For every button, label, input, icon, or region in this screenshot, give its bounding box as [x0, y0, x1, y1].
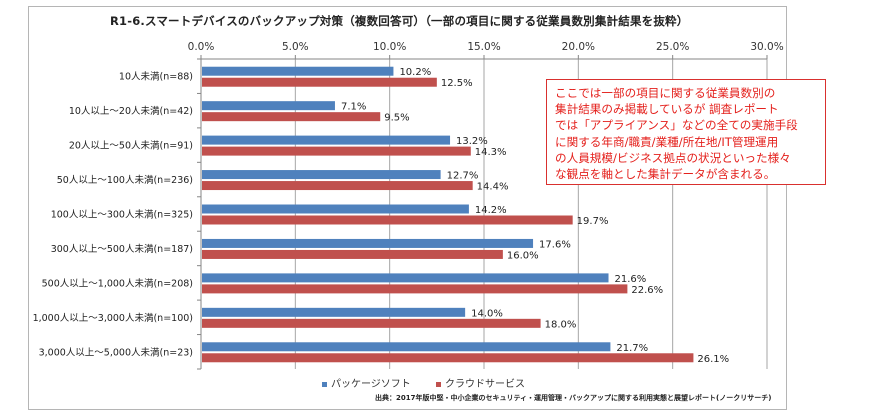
category-label: 100人以上～300人未満(n=325) [51, 209, 193, 221]
bar-package-soft [202, 66, 394, 76]
data-label: 14.2% [475, 205, 507, 216]
data-label: 17.6% [539, 239, 571, 250]
x-tick-label: 10.0% [373, 41, 406, 53]
data-label: 7.1% [341, 102, 366, 113]
data-label: 14.0% [471, 308, 503, 319]
data-label: 9.5% [384, 113, 409, 124]
x-tick-label: 25.0% [656, 41, 689, 53]
x-tick-label: 30.0% [750, 41, 783, 53]
bar-package-soft [202, 307, 466, 317]
category-label: 1,000人以上～3,000人未満(n=100) [33, 312, 193, 324]
annotation-line: に関する年商/職責/業種/所在地/IT管理運用 [555, 134, 779, 149]
bar-cloud-service [202, 215, 573, 225]
x-tick-label: 20.0% [562, 41, 595, 53]
data-label: 22.6% [631, 285, 663, 296]
bar-package-soft [202, 135, 451, 145]
bar-cloud-service [202, 249, 503, 259]
annotation-line: な観点を軸とした集計データが含まれる。 [555, 167, 776, 182]
chart-title: R1-6.スマートデバイスのバックアップ対策（複数回答可）（一部の項目に関する従… [110, 14, 689, 28]
data-label: 10.2% [399, 67, 431, 78]
bar-cloud-service [202, 146, 471, 156]
legend-item-package: パッケージソフト [322, 379, 411, 390]
source-credit: 出典：2017年版中堅・中小企業のセキュリティ・運用管理・バックアップに関する利… [375, 394, 772, 402]
annotation-line: では「アプライアンス」などの全ての実施手段 [555, 118, 798, 133]
legend-item-cloud: クラウドサービス [436, 379, 525, 390]
bar-cloud-service [202, 318, 541, 328]
legend-label: クラウドサービス [445, 379, 525, 390]
data-label: 21.6% [615, 274, 647, 285]
bar-package-soft [202, 204, 469, 214]
category-label: 50人以上～100人未満(n=236) [57, 174, 193, 186]
x-tick-label: 15.0% [467, 41, 500, 53]
data-label: 12.7% [447, 171, 479, 182]
data-label: 19.7% [577, 216, 609, 227]
category-label: 10人以上～20人未満(n=42) [69, 105, 193, 117]
annotation-line: ここでは一部の項目に関する従業員数別の [555, 86, 776, 100]
category-label: 20人以上～50人未満(n=91) [69, 140, 193, 152]
data-label: 14.4% [477, 182, 509, 193]
annotation-box: ここでは一部の項目に関する従業員数別の 集計結果のみ掲載しているが 調査レポート… [546, 79, 826, 185]
bar-package-soft [202, 273, 609, 283]
bar-cloud-service [202, 353, 694, 363]
x-tick-label: 0.0% [188, 41, 215, 53]
bar-package-soft [202, 170, 441, 180]
category-label: 500人以上～1,000人未満(n=208) [42, 277, 193, 289]
legend-label: パッケージソフト [331, 379, 411, 390]
bar-package-soft [202, 101, 335, 111]
annotation-line: 集計結果のみ掲載しているが 調査レポート [555, 102, 779, 117]
legend-swatch-red [436, 381, 441, 387]
legend: パッケージソフト クラウドサービス [322, 375, 547, 390]
legend-swatch-blue [322, 381, 327, 387]
category-label: 3,000人以上～5,000人未満(n=23) [39, 346, 193, 358]
bar-cloud-service [202, 112, 381, 122]
category-label: 300人以上～500人未満(n=187) [51, 243, 193, 255]
category-label: 10人未満(n=88) [119, 71, 193, 83]
data-label: 16.0% [507, 250, 539, 261]
bar-package-soft [202, 238, 534, 248]
x-tick-label: 5.0% [282, 41, 309, 53]
data-label: 14.3% [475, 147, 507, 158]
bar-package-soft [202, 342, 611, 352]
data-label: 18.0% [545, 319, 577, 330]
data-label: 26.1% [697, 354, 729, 365]
data-label: 13.2% [456, 136, 488, 147]
data-label: 21.7% [616, 343, 648, 354]
bar-cloud-service [202, 284, 628, 294]
bar-cloud-service [202, 77, 437, 87]
bar-cloud-service [202, 181, 473, 191]
data-label: 12.5% [441, 78, 473, 89]
annotation-line: の人員規模/ビジネス拠点の状況といった様々 [555, 150, 791, 165]
